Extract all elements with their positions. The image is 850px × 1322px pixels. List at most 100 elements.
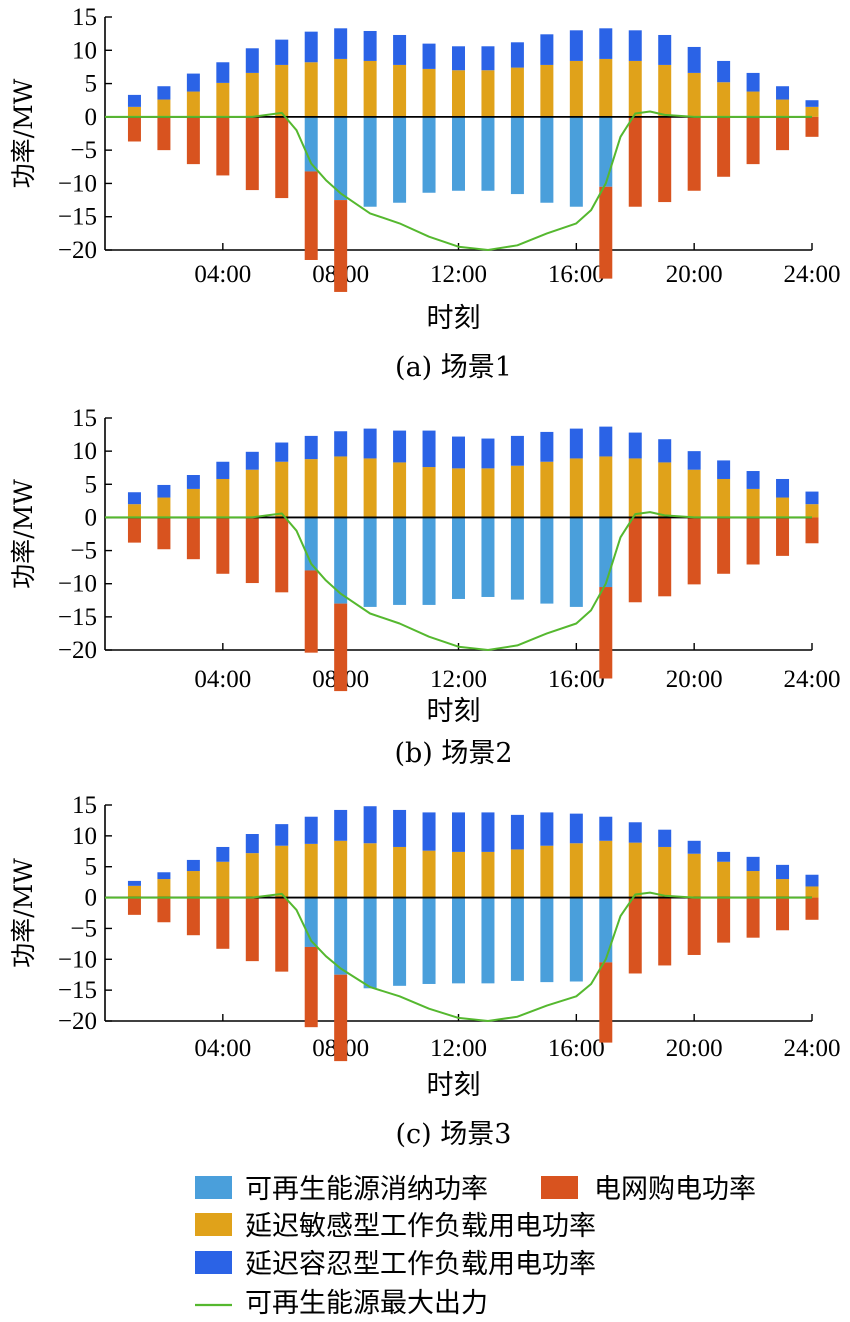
- bar-renewable: [363, 517, 377, 607]
- bar-tolerant: [334, 28, 348, 59]
- bar-tolerant: [422, 430, 436, 468]
- bar-sensitive: [481, 851, 495, 898]
- bar-sensitive: [540, 64, 554, 117]
- y-tick-label: −20: [58, 237, 97, 264]
- bar-tolerant: [216, 62, 230, 83]
- y-tick-label: 15: [72, 405, 97, 432]
- bar-grid: [776, 517, 790, 556]
- legend-swatch-sensitive: [195, 1213, 232, 1236]
- bar-grid: [805, 517, 819, 544]
- bar-tolerant: [599, 28, 613, 59]
- bar-sensitive: [687, 72, 701, 117]
- bar-tolerant: [569, 813, 583, 844]
- bar-grid: [746, 897, 760, 938]
- bar-tolerant: [245, 834, 259, 854]
- chart-panel-1: 151050−5−10−15−2004:0008:0012:0016:0020:…: [9, 4, 840, 383]
- bar-tolerant: [687, 451, 701, 470]
- max-output-line: [105, 891, 812, 1022]
- bar-grid: [717, 897, 731, 943]
- bar-renewable: [334, 897, 348, 975]
- bar-tolerant: [422, 812, 436, 851]
- bar-renewable: [481, 897, 495, 984]
- bar-renewable: [452, 517, 465, 599]
- bar-tolerant: [452, 46, 465, 71]
- bar-tolerant: [157, 872, 171, 880]
- y-tick-label: 5: [85, 471, 98, 498]
- y-tick-label: 15: [72, 4, 97, 31]
- legend-label-grid: 电网购电功率: [594, 1174, 756, 1205]
- bar-sensitive: [776, 99, 790, 117]
- y-tick-label: −10: [58, 571, 97, 598]
- legend-label-renewable: 可再生能源消纳功率: [245, 1174, 488, 1205]
- bar-grid: [186, 897, 200, 936]
- bar-tolerant: [540, 34, 554, 65]
- bar-tolerant: [452, 436, 465, 469]
- bar-grid: [776, 897, 790, 931]
- bar-renewable: [393, 116, 407, 203]
- x-tick-label: 12:00: [430, 261, 487, 288]
- bar-sensitive: [186, 91, 200, 117]
- bar-grid: [186, 116, 200, 165]
- bar-tolerant: [127, 94, 141, 107]
- bar-sensitive: [275, 461, 289, 518]
- y-axis-label: 功率/MW: [9, 479, 38, 589]
- bar-tolerant: [304, 816, 318, 844]
- bar-grid: [157, 116, 171, 151]
- bar-sensitive: [304, 62, 318, 117]
- max-output-line: [105, 110, 812, 251]
- x-tick-label: 16:00: [548, 261, 605, 288]
- bar-tolerant: [216, 461, 230, 479]
- bar-renewable: [422, 116, 436, 193]
- bar-grid: [334, 200, 348, 292]
- bar-sensitive: [717, 861, 731, 898]
- bar-renewable: [452, 897, 465, 984]
- legend: 可再生能源消纳功率 电网购电功率 延迟敏感型工作负载用电功率 延迟容忍型工作负载…: [195, 1174, 756, 1319]
- bar-sensitive: [422, 68, 436, 117]
- y-tick-label: −20: [58, 637, 97, 664]
- bar-tolerant: [540, 812, 554, 846]
- bar-sensitive: [481, 70, 495, 117]
- bar-grid: [275, 517, 289, 593]
- bar-renewable: [510, 517, 524, 600]
- bar-sensitive: [658, 846, 672, 898]
- x-tick-label: 24:00: [784, 666, 841, 693]
- bar-tolerant: [776, 86, 790, 100]
- bar-sensitive: [540, 845, 554, 898]
- bar-sensitive: [275, 845, 289, 898]
- y-tick-label: 0: [85, 885, 98, 912]
- bar-tolerant: [334, 809, 348, 841]
- bar-sensitive: [805, 106, 819, 117]
- bar-tolerant: [687, 46, 701, 73]
- y-tick-label: −15: [58, 977, 97, 1004]
- bar-sensitive: [157, 99, 171, 117]
- bar-tolerant: [186, 73, 200, 92]
- legend-swatch-renewable: [195, 1176, 232, 1199]
- legend-swatch-grid: [541, 1176, 578, 1199]
- max-output-line: [105, 511, 812, 651]
- bar-renewable: [599, 897, 613, 963]
- legend-label-max-output: 可再生能源最大出力: [245, 1288, 488, 1319]
- bar-grid: [275, 116, 289, 199]
- bar-tolerant: [275, 39, 289, 65]
- bar-renewable: [363, 116, 377, 207]
- x-tick-label: 20:00: [666, 261, 723, 288]
- bar-grid: [334, 603, 348, 692]
- bar-tolerant: [628, 432, 642, 459]
- bar-tolerant: [805, 491, 819, 505]
- legend-item-renewable: 可再生能源消纳功率: [195, 1174, 488, 1205]
- legend-item-grid: 电网购电功率: [541, 1174, 756, 1205]
- x-axis-label: 时刻: [427, 303, 481, 334]
- bar-grid: [746, 517, 760, 565]
- bar-sensitive: [245, 469, 259, 518]
- bar-sensitive: [658, 462, 672, 518]
- bar-tolerant: [717, 460, 731, 479]
- bar-renewable: [393, 897, 407, 986]
- bar-sensitive: [127, 885, 141, 898]
- y-tick-label: 10: [72, 37, 97, 64]
- bar-sensitive: [658, 64, 672, 117]
- panel-caption: (a) 场景1: [395, 352, 512, 383]
- bar-grid: [127, 897, 141, 915]
- bar-grid: [776, 116, 790, 151]
- bar-tolerant: [304, 31, 318, 63]
